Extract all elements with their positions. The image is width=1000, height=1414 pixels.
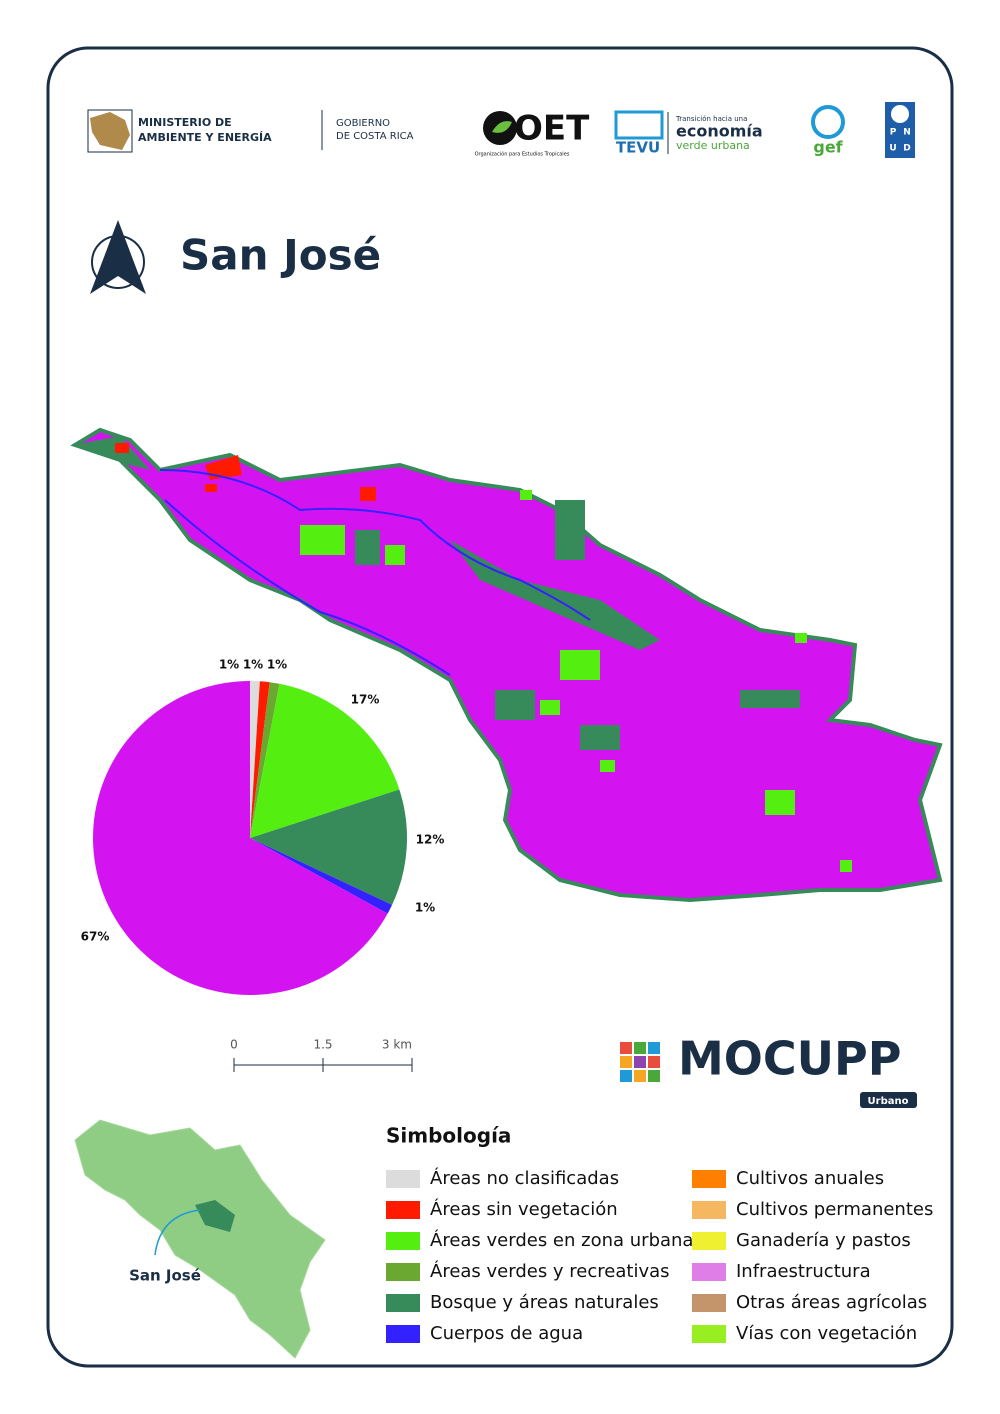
gef-logo xyxy=(811,105,845,139)
legend-swatch xyxy=(386,1325,420,1343)
pie-slice xyxy=(250,838,393,914)
header-text: AMBIENTE Y ENERGÍA xyxy=(138,131,272,144)
inset-label: San José xyxy=(129,1267,201,1285)
data-label: 12% xyxy=(416,833,445,847)
gef-text: gef xyxy=(813,138,843,157)
legend-label: Áreas sin vegetación xyxy=(430,1198,618,1220)
title: San José xyxy=(180,231,381,280)
legend-swatch xyxy=(386,1263,420,1281)
legend-label: Áreas verdes y recreativas xyxy=(430,1260,670,1282)
tevu-caption: Transición hacia una xyxy=(675,115,747,123)
pie-slice xyxy=(250,683,400,838)
legend-label: Vías con vegetación xyxy=(736,1323,917,1344)
mocupp-logo xyxy=(620,1042,660,1082)
legend-swatch xyxy=(692,1325,726,1343)
data-label: 1% xyxy=(415,901,435,915)
legend-label: Infraestructura xyxy=(736,1261,871,1282)
pie-slice xyxy=(250,682,280,838)
ministry-logo-frame xyxy=(87,109,133,153)
pie-slice xyxy=(92,681,388,996)
legend-swatch xyxy=(692,1201,726,1219)
legend-label: Otras áreas agrícolas xyxy=(736,1292,927,1313)
data-label: 1% xyxy=(243,658,263,672)
header-text: MINISTERIO DE xyxy=(138,116,232,129)
legend-swatch xyxy=(386,1170,420,1188)
legend-label: Cultivos anuales xyxy=(736,1168,884,1189)
legend-swatch xyxy=(386,1232,420,1250)
tevu-caption: verde urbana xyxy=(676,139,750,152)
data-label: 1% xyxy=(219,658,239,672)
pie-chart: 1% 1% 1% 17% 12% 1% 67% xyxy=(81,658,445,996)
legend-title: Simbología xyxy=(386,1124,511,1148)
north-arrow xyxy=(90,220,146,294)
legend-label: Áreas verdes en zona urbana xyxy=(430,1229,693,1251)
tevu-caption: economía xyxy=(676,122,763,141)
oet-text: OET xyxy=(514,109,590,149)
land-cover-map xyxy=(70,427,943,903)
pie-slice xyxy=(250,681,270,838)
legend-label: Ganadería y pastos xyxy=(736,1230,911,1251)
legend-label: Áreas no clasificadas xyxy=(430,1167,619,1189)
pnud-letter: U xyxy=(889,144,896,154)
brand-name: MOCUPP xyxy=(678,1032,901,1086)
scale-label: 0 xyxy=(230,1038,238,1052)
header-text: DE COSTA RICA xyxy=(336,131,414,142)
brand-badge xyxy=(860,1092,917,1108)
legend-label: Cultivos permanentes xyxy=(736,1199,933,1220)
scale-label: 1.5 xyxy=(313,1038,332,1052)
pnud-letter: N xyxy=(903,128,911,138)
scale-label: 3 km xyxy=(382,1038,412,1052)
data-label: 17% xyxy=(351,693,380,707)
oet-leaf xyxy=(492,121,512,133)
pie-slice xyxy=(250,681,260,838)
river xyxy=(164,499,451,676)
inset-highlight xyxy=(195,1200,235,1232)
tevu-text: TEVU xyxy=(616,139,660,157)
inset-map xyxy=(74,1119,326,1359)
data-label: 67% xyxy=(81,930,110,944)
legend-swatch xyxy=(386,1201,420,1219)
river xyxy=(159,469,591,621)
pie-slice xyxy=(250,789,407,905)
brand-subtitle: Urbano xyxy=(868,1096,909,1107)
bare-patches xyxy=(115,443,376,501)
header-text: GOBIERNO xyxy=(336,118,390,129)
legend-label: Cuerpos de agua xyxy=(430,1323,583,1344)
forest-patches xyxy=(78,436,800,750)
legend: Áreas no clasificadas Áreas sin vegetació… xyxy=(386,1167,933,1344)
legend-swatch xyxy=(386,1294,420,1312)
legend-swatch xyxy=(692,1232,726,1250)
pnud-letter: D xyxy=(903,144,910,154)
inset-pointer xyxy=(154,1209,201,1256)
pnud-letter: P xyxy=(890,128,897,138)
urban-green-patches xyxy=(300,490,852,872)
tevu-logo xyxy=(614,110,664,140)
legend-swatch xyxy=(692,1294,726,1312)
oet-caption: Organización para Estudios Tropicales xyxy=(475,151,570,158)
pnud-emblem xyxy=(891,105,909,123)
legend-swatch xyxy=(692,1263,726,1281)
ministry-logo xyxy=(90,112,130,150)
data-label: 1% xyxy=(267,658,287,672)
legend-swatch xyxy=(692,1170,726,1188)
legend-label: Bosque y áreas naturales xyxy=(430,1292,659,1313)
